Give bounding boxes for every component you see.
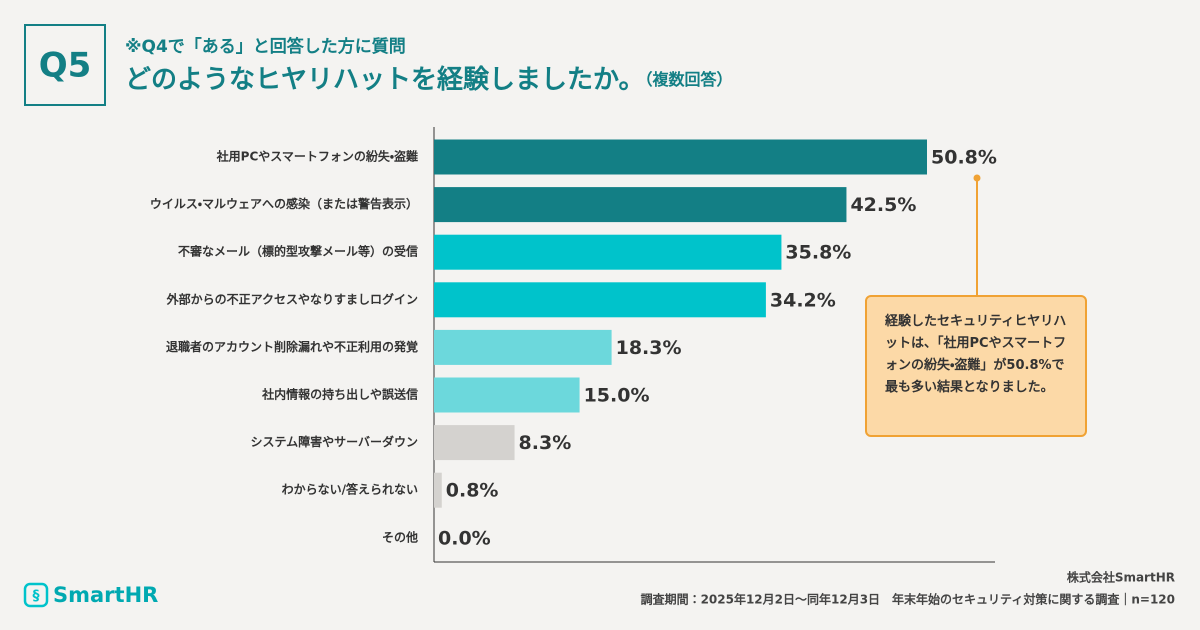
bar bbox=[434, 282, 766, 318]
title-note: （複数回答） bbox=[644, 70, 732, 89]
category-label: わからない/答えられない bbox=[282, 482, 418, 497]
value-label: 34.2% bbox=[770, 289, 836, 311]
title-main: どのようなヒヤリハットを経験しましたか。 bbox=[125, 64, 644, 95]
value-label: 15.0% bbox=[584, 385, 650, 407]
source: 株式会社SmartHR bbox=[1067, 570, 1175, 585]
bar bbox=[434, 425, 515, 461]
badge: Q5 bbox=[39, 46, 92, 86]
subtitle: ※Q4で「ある」と回答した方に質問 bbox=[125, 36, 406, 57]
category-label: その他 bbox=[382, 529, 418, 544]
badge-box bbox=[24, 24, 106, 106]
value-label: 0.8% bbox=[446, 480, 499, 502]
value-label: 35.8% bbox=[785, 242, 851, 264]
category-label: 社内情報の持ち出しや誤送信 bbox=[261, 387, 418, 402]
bar bbox=[434, 139, 927, 175]
footnote: 調査期間：2025年12月2日〜同年12月3日 年末年始のセキュリティ対策に関す… bbox=[641, 592, 1175, 607]
category-label: 不審なメール（標的型攻撃メール等）の受信 bbox=[178, 244, 418, 259]
bar bbox=[434, 472, 442, 508]
bar bbox=[434, 377, 580, 413]
category-label: 退職者のアカウント削除漏れや不正利用の発覚 bbox=[166, 339, 418, 354]
category-label: システム障害やサーバーダウン bbox=[250, 434, 418, 449]
bar bbox=[434, 187, 847, 223]
annotation: 経験したセキュリティヒヤリハットは、「社用PCやスマートフォンの紛失・盗難」が5… bbox=[865, 295, 1087, 437]
value-label: 0.0% bbox=[438, 527, 491, 549]
bar bbox=[434, 234, 782, 270]
callout-dot bbox=[973, 174, 981, 182]
value-label: 50.8% bbox=[931, 147, 997, 169]
category-label: 社用PCやスマートフォンの紛失・盗難 bbox=[216, 149, 418, 164]
logo: SmartHR bbox=[53, 583, 158, 607]
bar bbox=[434, 329, 612, 365]
logo-icon-mark: § bbox=[33, 588, 40, 604]
category-label: 外部からの不正アクセスやなりすましログイン bbox=[166, 291, 418, 306]
value-label: 18.3% bbox=[616, 337, 682, 359]
category-label: ウイルス・マルウェアへの感染（または警告表示） bbox=[150, 196, 418, 211]
value-label: 42.5% bbox=[850, 194, 916, 216]
logo-icon bbox=[23, 582, 49, 608]
chart-title: どのようなヒヤリハットを経験しましたか。（複数回答） bbox=[125, 64, 733, 95]
value-label: 8.3% bbox=[519, 432, 572, 454]
